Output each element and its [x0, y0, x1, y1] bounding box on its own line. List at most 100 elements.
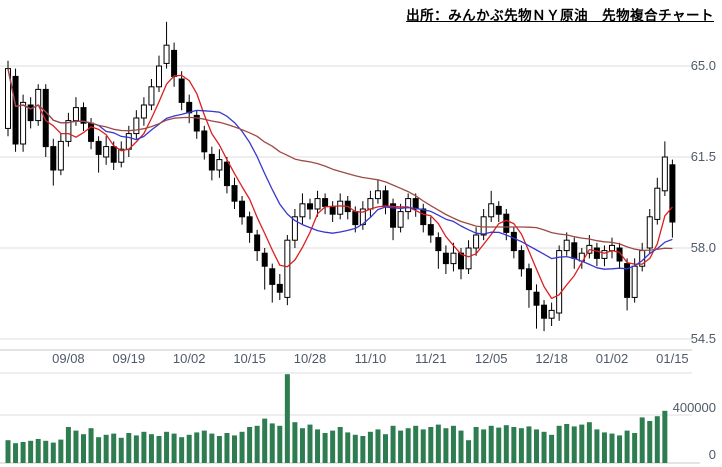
volume-bar — [345, 432, 351, 463]
volume-bar — [277, 425, 283, 463]
volume-bar — [232, 435, 237, 463]
volume-bar — [458, 430, 464, 463]
candle-up — [216, 159, 223, 171]
volume-bar — [647, 421, 653, 463]
candle-down — [171, 49, 178, 77]
volume-bar — [35, 439, 41, 463]
volume-bar — [43, 440, 49, 463]
volume-bar — [65, 427, 71, 463]
candle-up — [314, 198, 321, 210]
candle-up — [367, 198, 374, 210]
volume-bar — [73, 430, 79, 463]
candle-up — [284, 239, 291, 298]
volume-bar — [284, 374, 290, 463]
volume-bar — [13, 443, 19, 463]
volume-bar — [81, 434, 86, 463]
candle-down — [442, 252, 449, 265]
candle-up — [609, 244, 615, 252]
volume-bar — [556, 425, 562, 463]
candle-down — [42, 88, 49, 148]
candle-down — [246, 216, 253, 233]
candle-up — [480, 216, 487, 236]
candle-up — [488, 203, 495, 218]
volume-bar — [254, 425, 260, 463]
candle-down — [593, 247, 600, 259]
volume-bar — [262, 418, 268, 463]
volume-bar — [518, 428, 524, 463]
x-axis-label: 12/18 — [535, 351, 568, 366]
x-axis-label: 10/28 — [294, 351, 327, 366]
volume-bar — [96, 437, 102, 463]
volume-bar — [307, 424, 313, 463]
candle-up — [148, 86, 155, 106]
candle-up — [374, 190, 381, 200]
volume-bar — [292, 422, 298, 463]
candle-up — [133, 117, 140, 135]
volume-bar — [58, 439, 64, 463]
volume-bar — [624, 430, 630, 463]
volume-bar — [330, 430, 336, 463]
candle-down — [412, 198, 419, 210]
volume-bar — [443, 428, 449, 463]
volume-axis-label-zero: 0 — [709, 447, 716, 462]
candle-up — [291, 216, 298, 241]
volume-bar — [299, 428, 305, 463]
volume-bar — [579, 424, 585, 463]
candle-down — [427, 224, 434, 236]
candle-down — [307, 203, 313, 210]
candle-down — [27, 104, 34, 122]
x-axis-label: 10/15 — [233, 351, 266, 366]
volume-bar — [141, 431, 147, 463]
volume-bar — [20, 442, 26, 463]
volume-bar — [224, 433, 230, 463]
candle-up — [57, 140, 64, 171]
volume-bar — [360, 436, 366, 463]
candle-down — [223, 161, 230, 187]
volume-bar — [428, 427, 434, 463]
volume-bar — [534, 429, 539, 463]
candle-up — [473, 234, 480, 249]
x-axis-label: 11/21 — [415, 351, 447, 366]
candle-down — [12, 75, 19, 145]
candle-down — [88, 122, 95, 142]
candle-down — [201, 130, 208, 153]
volume-bar — [617, 435, 623, 463]
price-axis-label: 61.5 — [691, 149, 716, 164]
candle-up — [563, 239, 570, 252]
candle-up — [65, 120, 72, 142]
candle-down — [525, 268, 532, 291]
volume-bar — [375, 429, 381, 463]
volume-bar — [201, 430, 207, 463]
volume-bar — [133, 435, 139, 463]
candle-down — [533, 291, 540, 306]
volume-bar — [194, 432, 200, 463]
candle-down — [50, 146, 57, 171]
candle-up — [556, 250, 563, 314]
candle-down — [110, 146, 117, 163]
volume-axis-label-max: 400000 — [673, 400, 716, 415]
ma-short-line — [7, 68, 673, 300]
price-axis-label: 58.0 — [691, 240, 716, 255]
candle-down — [231, 185, 238, 202]
volume-bar — [88, 428, 94, 463]
volume-bar — [496, 427, 502, 463]
volume-bar — [473, 427, 479, 463]
candle-down — [503, 213, 510, 233]
volume-bar — [118, 437, 124, 463]
candle-down — [95, 140, 102, 155]
candle-up — [72, 107, 79, 122]
candle-down — [269, 268, 276, 285]
candle-down — [193, 114, 200, 132]
volume-bar — [171, 433, 177, 463]
volume-bar — [111, 433, 117, 463]
x-axis-label: 09/19 — [113, 351, 146, 366]
x-axis-label: 01/15 — [656, 351, 689, 366]
volume-bar — [322, 433, 328, 463]
candle-down — [178, 78, 185, 103]
volume-bar — [662, 410, 668, 463]
volume-bar — [28, 440, 34, 463]
candle-up — [646, 216, 653, 249]
volume-bar — [239, 431, 245, 463]
volume-bar — [526, 426, 532, 463]
candle-down — [571, 242, 578, 259]
